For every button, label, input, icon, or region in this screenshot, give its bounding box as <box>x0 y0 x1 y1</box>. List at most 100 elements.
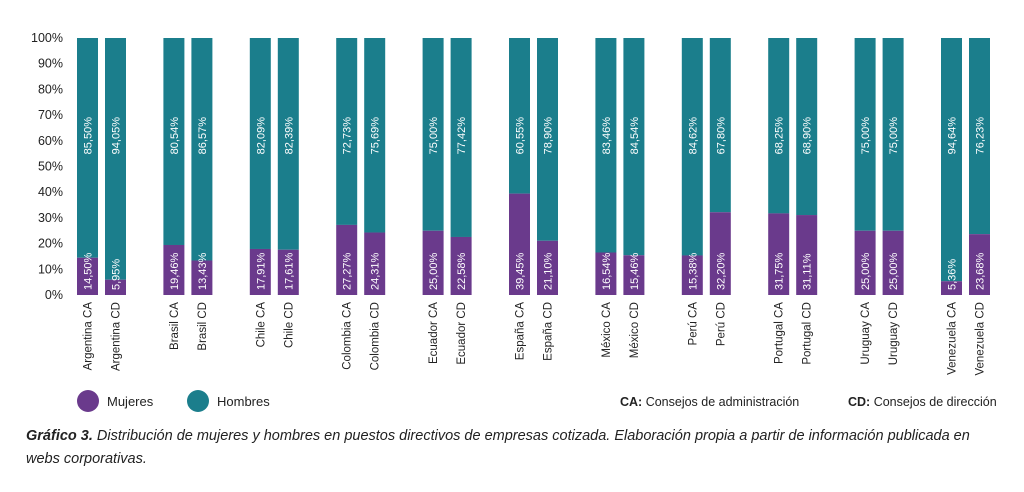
bar-hombres <box>941 38 962 282</box>
data-label-mujeres: 5,36% <box>947 259 959 290</box>
data-label-hombres: 86,57% <box>197 117 209 155</box>
figure-caption: Gráfico 3. Distribución de mujeres y hom… <box>26 425 1006 471</box>
y-tick-label: 10% <box>38 262 63 276</box>
data-label-mujeres: 5,95% <box>111 259 123 290</box>
bar-hombres <box>595 38 617 253</box>
bar-hombres <box>537 38 558 241</box>
legend-mujeres: Mujeres <box>77 390 153 412</box>
bar-mujeres <box>854 230 876 295</box>
x-category-label: Portugal CA <box>774 302 786 364</box>
data-label-hombres: 78,90% <box>543 117 555 155</box>
data-label-mujeres: 22,58% <box>456 252 468 290</box>
data-label-hombres: 80,54% <box>169 117 181 155</box>
caption-text: Distribución de mujeres y hombres en pue… <box>26 428 970 467</box>
bar-mujeres <box>191 260 213 295</box>
data-label-mujeres: 15,46% <box>629 252 641 290</box>
data-label-hombres: 94,64% <box>947 117 959 155</box>
x-category-label: Uruguay CD <box>888 302 900 365</box>
bar-hombres <box>796 38 818 216</box>
data-label-hombres: 60,55% <box>515 117 527 155</box>
x-category-label: Chile CD <box>283 302 295 348</box>
bar-hombres <box>249 38 271 249</box>
bar-mujeres <box>364 232 386 295</box>
data-label-mujeres: 21,10% <box>543 252 555 290</box>
x-category-label: México CD <box>629 302 641 358</box>
x-category-label: Perú CD <box>715 302 727 346</box>
data-label-mujeres: 19,46% <box>169 252 181 290</box>
data-label-hombres: 75,69% <box>370 117 382 155</box>
bar-hombres <box>364 38 386 233</box>
y-tick-label: 0% <box>45 288 63 302</box>
data-label-hombres: 83,46% <box>601 117 613 155</box>
data-label-mujeres: 31,75% <box>774 252 786 290</box>
data-label-mujeres: 17,61% <box>283 252 295 290</box>
bar-mujeres <box>450 236 472 295</box>
x-category-label: Perú CA <box>687 302 699 346</box>
x-category-label: Argentina CA <box>83 302 95 371</box>
bar-mujeres <box>537 240 558 295</box>
bar-hombres <box>422 38 444 231</box>
data-label-hombres: 76,23% <box>975 117 987 155</box>
x-category-label: Uruguay CA <box>860 302 872 365</box>
bar-hombres <box>681 38 703 256</box>
data-label-hombres: 85,50% <box>83 117 95 155</box>
data-label-hombres: 82,39% <box>283 117 295 155</box>
y-tick-label: 80% <box>38 82 63 96</box>
legend-hombres: Hombres <box>187 390 270 412</box>
bar-mujeres <box>882 230 904 295</box>
data-label-hombres: 94,05% <box>111 117 123 155</box>
bar-hombres <box>768 38 790 214</box>
x-category-label: Ecuador CD <box>456 302 468 365</box>
data-label-mujeres: 25,00% <box>860 252 872 290</box>
x-category-label: Venezuela CD <box>975 302 987 376</box>
legend-hombres-swatch <box>187 390 209 412</box>
bar-hombres <box>969 38 990 235</box>
bar-hombres <box>191 38 213 261</box>
data-label-hombres: 67,80% <box>715 117 727 155</box>
data-label-mujeres: 24,31% <box>370 252 382 290</box>
data-label-hombres: 68,25% <box>774 117 786 155</box>
data-label-hombres: 72,73% <box>342 117 354 155</box>
bar-hombres <box>854 38 876 231</box>
bar-mujeres <box>969 234 990 295</box>
data-label-hombres: 77,42% <box>456 117 468 155</box>
bar-hombres <box>709 38 731 213</box>
y-tick-label: 40% <box>38 185 63 199</box>
data-label-hombres: 75,00% <box>888 117 900 155</box>
bar-hombres <box>77 38 98 258</box>
data-label-hombres: 68,90% <box>802 117 814 155</box>
bar-mujeres <box>422 230 444 295</box>
bar-hombres <box>336 38 358 225</box>
bar-hombres <box>163 38 185 245</box>
data-label-mujeres: 25,00% <box>888 252 900 290</box>
caption-label: Gráfico 3. <box>26 428 93 444</box>
x-category-label: México CA <box>601 302 613 358</box>
data-label-mujeres: 39,45% <box>515 252 527 290</box>
x-category-label: Portugal CD <box>802 302 814 365</box>
x-category-label: España CA <box>515 302 527 361</box>
note-ca: CA: Consejos de administración <box>620 395 800 409</box>
y-tick-label: 70% <box>38 108 63 122</box>
x-category-label: España CD <box>543 302 555 361</box>
legend-mujeres-swatch <box>77 390 99 412</box>
bar-mujeres <box>163 244 185 295</box>
x-category-label: Colombia CD <box>370 302 382 370</box>
bar-mujeres <box>623 255 645 295</box>
bar-hombres <box>105 38 126 280</box>
bar-hombres <box>623 38 645 256</box>
bar-mujeres <box>277 249 299 295</box>
data-label-mujeres: 13,43% <box>197 252 209 290</box>
legend-mujeres-label: Mujeres <box>107 393 154 409</box>
y-tick-label: 20% <box>38 237 63 251</box>
y-tick-label: 30% <box>38 211 63 225</box>
data-label-hombres: 75,00% <box>860 117 872 155</box>
x-category-label: Brasil CD <box>197 302 209 351</box>
data-label-hombres: 84,62% <box>687 117 699 155</box>
note-cd: CD: Consejos de dirección <box>848 395 997 409</box>
x-category-label: Colombia CA <box>342 302 354 370</box>
data-label-hombres: 82,09% <box>255 117 267 155</box>
y-tick-label: 90% <box>38 57 63 71</box>
x-category-label: Chile CA <box>255 302 267 348</box>
bar-hombres <box>277 38 299 250</box>
bar-mujeres <box>509 193 530 295</box>
